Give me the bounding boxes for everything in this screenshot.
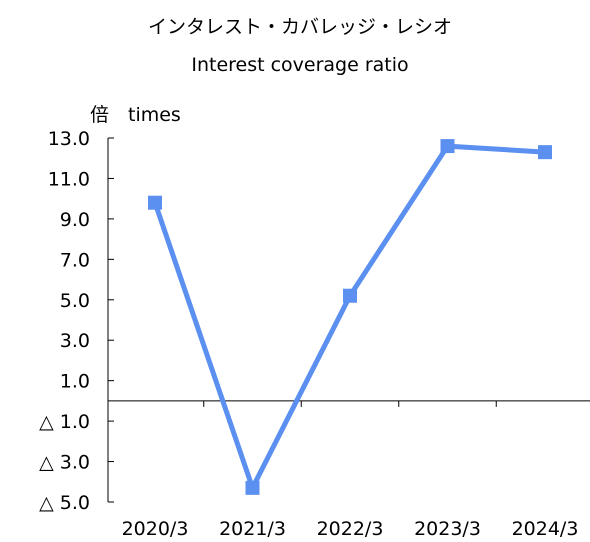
y-tick-label: 13.0 — [48, 128, 90, 150]
y-tick-label: 5.0 — [60, 290, 90, 312]
chart-title: インタレスト・カバレッジ・レシオ — [147, 16, 452, 38]
series-line — [152, 143, 546, 491]
y-tick-label: 11.0 — [48, 168, 90, 190]
x-tick-label: 2020/3 — [122, 518, 189, 540]
chart-subtitle: Interest coverage ratio — [191, 54, 409, 76]
data-point-marker — [440, 139, 455, 154]
y-tick-label: △ 1.0 — [39, 411, 90, 433]
data-point-marker — [245, 480, 260, 495]
y-tick-label: △ 3.0 — [39, 452, 90, 474]
data-point-marker — [148, 195, 162, 210]
y-axis-unit-label: 倍 times — [90, 104, 181, 126]
x-tick-label: 2021/3 — [219, 518, 286, 540]
x-tick-label: 2023/3 — [414, 518, 481, 540]
y-tick-label: △ 5.0 — [39, 492, 90, 514]
data-point-marker — [538, 145, 552, 160]
x-tick-label: 2024/3 — [512, 518, 579, 540]
x-tick-label: 2022/3 — [317, 518, 384, 540]
y-tick-label: 3.0 — [60, 330, 90, 352]
y-tick-label: 1.0 — [60, 371, 90, 393]
y-tick-label: 7.0 — [60, 249, 90, 271]
y-tick-label: 9.0 — [60, 209, 90, 231]
data-point-marker — [343, 288, 357, 303]
